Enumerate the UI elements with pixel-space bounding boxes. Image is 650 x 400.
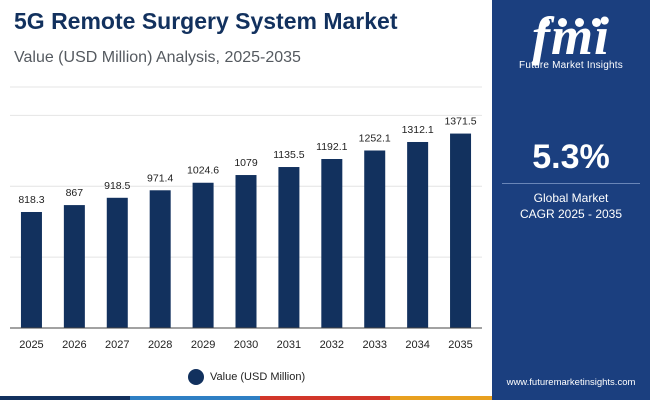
chart-title: 5G Remote Surgery System Market: [14, 8, 398, 34]
bar-value-label-2033: 1252.1: [359, 132, 391, 144]
bar-value-label-2026: 867: [66, 187, 84, 199]
x-tick-2026: 2026: [62, 339, 86, 351]
bar-2025: [20, 211, 42, 328]
legend: Value (USD Million): [188, 368, 305, 386]
bar-2027: [106, 197, 128, 328]
legend-label: Value (USD Million): [210, 371, 306, 383]
bar-value-label-2027: 918.5: [104, 180, 130, 192]
logo-text: Future Market Insights: [519, 60, 623, 71]
legend-swatch: [188, 369, 204, 385]
x-tick-2035: 2035: [448, 339, 472, 351]
bar-2029: [192, 182, 214, 328]
bar-2035: [450, 133, 472, 328]
cagr-label: Global Market CAGR 2025 - 2035: [492, 190, 650, 222]
x-tick-2032: 2032: [320, 339, 344, 351]
x-tick-2025: 2025: [19, 339, 43, 351]
bar-2030: [235, 175, 257, 328]
cagr-divider: [502, 183, 640, 184]
bar-2034: [407, 141, 429, 328]
bar-value-label-2029: 1024.6: [187, 165, 219, 177]
x-tick-2033: 2033: [362, 339, 386, 351]
logo-dots-icon: [536, 14, 606, 27]
x-tick-2029: 2029: [191, 339, 215, 351]
cagr-label-line2: CAGR 2025 - 2035: [519, 207, 623, 221]
bar-value-label-2031: 1135.5: [273, 149, 304, 161]
bar-chart: 818.3 2025 867 2026 918.5 2027 971.4 2028 1024.6…: [10, 86, 482, 351]
website-link[interactable]: www.futuremarketinsights.com: [506, 377, 636, 388]
bar-2033: [364, 150, 386, 328]
bar-value-label-2025: 818.3: [18, 194, 44, 206]
bar-2028: [149, 190, 171, 328]
bar-value-label-2030: 1079: [234, 157, 258, 169]
bar-value-label-2028: 971.4: [147, 172, 173, 184]
x-tick-2030: 2030: [234, 339, 258, 351]
fmi-logo: fmi Future Market Insights: [492, 9, 650, 71]
cagr-value: 5.3%: [532, 138, 610, 176]
bar-2032: [321, 159, 343, 328]
chart-subtitle: Value (USD Million) Analysis, 2025-2035: [14, 49, 301, 66]
cagr-label-line1: Global Market: [533, 191, 609, 205]
x-tick-2028: 2028: [148, 339, 172, 351]
x-tick-2031: 2031: [277, 339, 301, 351]
bar-value-label-2032: 1192.1: [316, 141, 347, 153]
bar-2031: [278, 167, 300, 328]
bar-value-label-2035: 1371.5: [444, 116, 476, 128]
sidebar-panel: fmi Future Market Insights 5.3% Global M…: [492, 0, 650, 400]
x-tick-2034: 2034: [405, 339, 429, 351]
bar-value-label-2034: 1312.1: [402, 124, 434, 136]
x-tick-2027: 2027: [105, 339, 129, 351]
bar-2026: [63, 205, 85, 328]
